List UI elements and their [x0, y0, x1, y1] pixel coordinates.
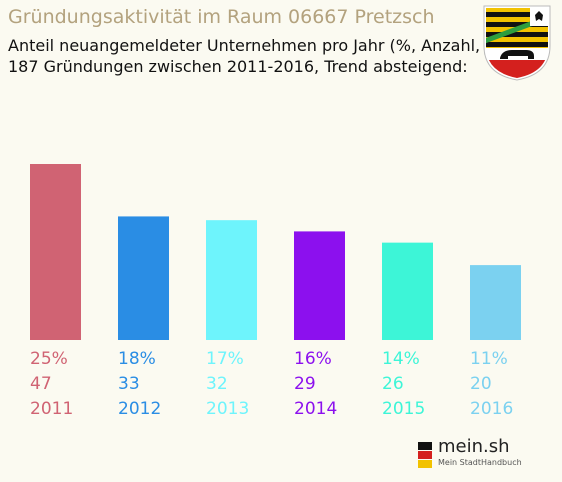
bar-2011 [30, 164, 81, 340]
bar-2012 [118, 216, 169, 340]
chart-title: Gründungsaktivität im Raum 06667 Pretzsc… [8, 6, 435, 28]
brand-tagline: Mein StadtHandbuch [438, 458, 522, 467]
saxony-anhalt-coat-of-arms-icon [483, 5, 551, 81]
bar-2016 [470, 265, 521, 340]
year-label-2015: 2015 [382, 399, 425, 419]
year-label-2012: 2012 [118, 399, 161, 419]
bar-2015 [382, 242, 433, 340]
percent-label-2015: 14% [382, 349, 420, 369]
year-label-2016: 2016 [470, 399, 513, 419]
count-label-2012: 33 [118, 374, 140, 394]
percent-label-2014: 16% [294, 349, 332, 369]
year-label-2014: 2014 [294, 399, 337, 419]
brand-name: mein.sh [438, 436, 510, 457]
year-label-2011: 2011 [30, 399, 73, 419]
year-label-2013: 2013 [206, 399, 249, 419]
count-label-2015: 26 [382, 374, 404, 394]
count-label-2013: 32 [206, 374, 228, 394]
percent-label-2012: 18% [118, 349, 156, 369]
bar-2014 [294, 231, 345, 340]
count-label-2014: 29 [294, 374, 316, 394]
percent-label-2011: 25% [30, 349, 68, 369]
percent-label-2013: 17% [206, 349, 244, 369]
count-label-2016: 20 [470, 374, 492, 394]
brand-logo[interactable]: mein.sh Mein StadtHandbuch [414, 434, 526, 474]
count-label-2011: 47 [30, 374, 52, 394]
percent-label-2016: 11% [470, 349, 508, 369]
bar-2013 [206, 220, 257, 340]
germany-map-icon [418, 442, 432, 468]
chart-summary: 187 Gründungen zwischen 2011-2016, Trend… [8, 57, 468, 76]
chart-subtitle: Anteil neuangemeldeter Unternehmen pro J… [8, 36, 523, 55]
